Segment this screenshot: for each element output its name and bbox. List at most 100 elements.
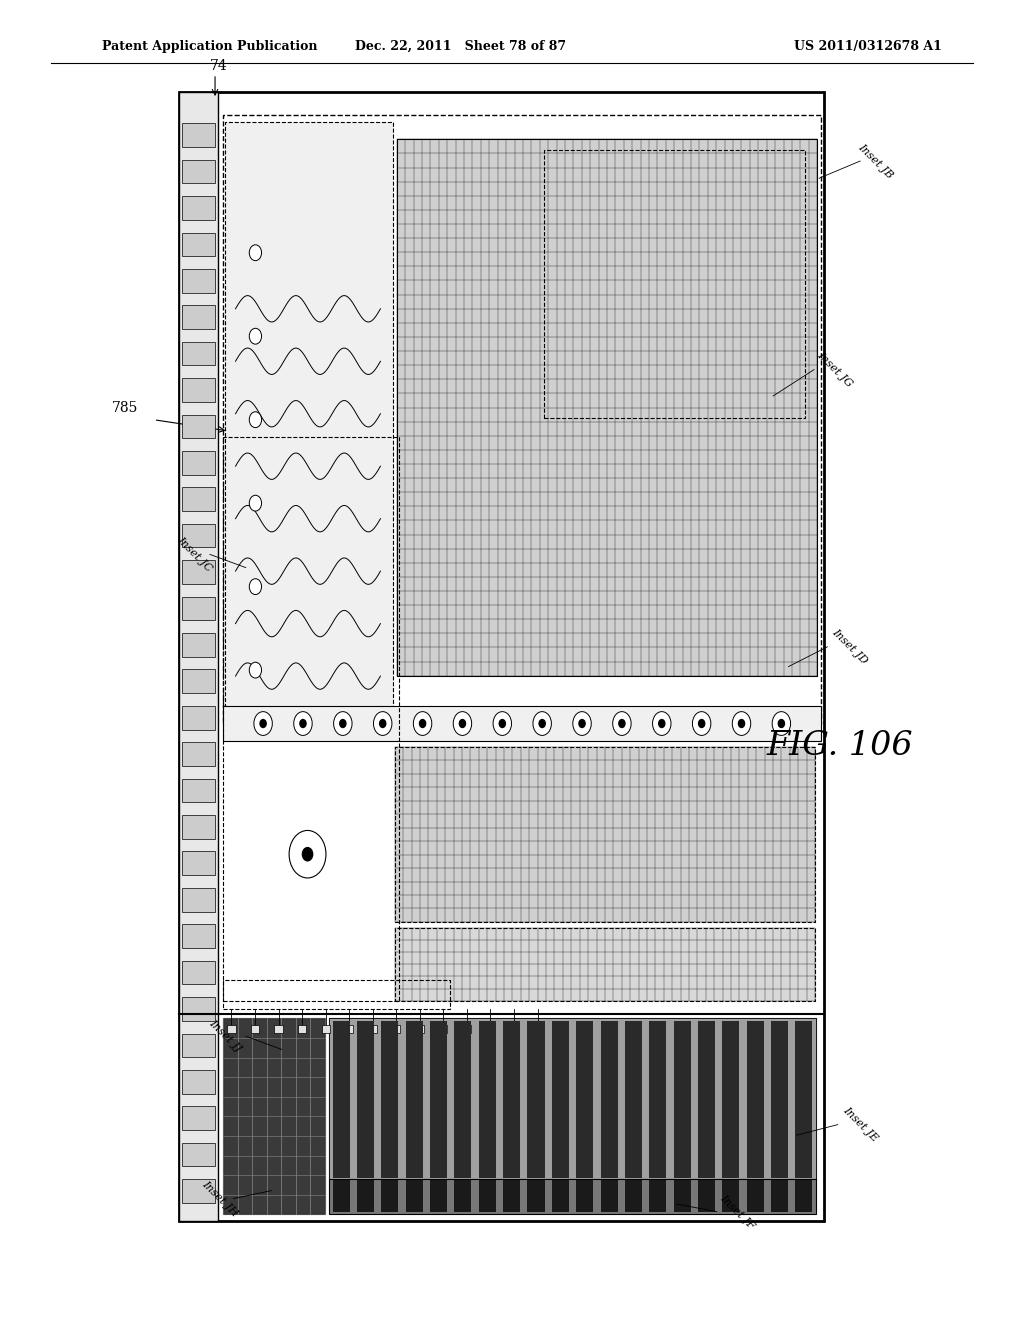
Bar [698, 1022, 715, 1177]
Bar [698, 1022, 715, 1212]
Circle shape [249, 244, 261, 260]
Bar [746, 1022, 764, 1177]
Bar [439, 1024, 447, 1032]
Text: US 2011/0312678 A1: US 2011/0312678 A1 [795, 40, 942, 53]
Bar [182, 524, 215, 548]
Bar [722, 1022, 739, 1177]
Circle shape [340, 719, 346, 727]
Text: FIG. 106: FIG. 106 [766, 730, 913, 762]
Bar [182, 1071, 215, 1093]
Circle shape [302, 847, 312, 861]
Circle shape [692, 711, 711, 735]
Bar [182, 924, 215, 948]
Bar [552, 1022, 569, 1177]
Bar [182, 197, 215, 220]
Circle shape [612, 711, 631, 735]
Text: Patent Application Publication: Patent Application Publication [102, 40, 317, 53]
Text: Inset JE: Inset JE [841, 1105, 880, 1144]
Bar [674, 1022, 691, 1177]
Bar [479, 1022, 496, 1177]
Circle shape [618, 719, 625, 727]
Bar [534, 1024, 542, 1032]
Circle shape [532, 711, 551, 735]
Circle shape [249, 412, 261, 428]
Bar [251, 1024, 259, 1032]
Bar [479, 1022, 496, 1212]
Bar [225, 121, 393, 718]
Circle shape [374, 711, 392, 735]
Bar [503, 1022, 520, 1212]
Circle shape [778, 719, 784, 727]
Bar [625, 1022, 642, 1212]
Circle shape [380, 719, 386, 727]
Circle shape [249, 578, 261, 594]
Circle shape [289, 830, 326, 878]
Bar [746, 1022, 764, 1212]
Bar [227, 1024, 236, 1032]
Bar [182, 888, 215, 912]
Bar [395, 747, 815, 921]
Text: 74: 74 [210, 58, 227, 73]
Bar [796, 1022, 812, 1177]
Bar [223, 1019, 325, 1214]
Bar [406, 1022, 423, 1212]
Bar [430, 1022, 447, 1212]
Bar [600, 1022, 617, 1212]
Bar [298, 1024, 306, 1032]
Bar [182, 342, 215, 366]
Bar [322, 1024, 330, 1032]
Text: Inset JC: Inset JC [175, 535, 214, 574]
Bar [796, 1022, 812, 1212]
Bar [486, 1024, 495, 1032]
Bar [503, 1022, 520, 1177]
Bar [182, 961, 215, 985]
Circle shape [572, 711, 591, 735]
Circle shape [260, 719, 266, 727]
Text: Inset JG: Inset JG [815, 350, 854, 389]
Bar [369, 1024, 377, 1032]
Circle shape [732, 711, 751, 735]
Bar [182, 1106, 215, 1130]
Circle shape [579, 719, 585, 727]
Bar [182, 123, 215, 147]
Circle shape [294, 711, 312, 735]
Bar [397, 140, 817, 676]
Bar [223, 979, 451, 1008]
Bar [182, 742, 215, 766]
Bar [510, 1024, 518, 1032]
Bar [182, 997, 215, 1020]
Bar [345, 1024, 353, 1032]
Bar [430, 1022, 447, 1177]
Bar [182, 232, 215, 256]
Bar [182, 1179, 215, 1203]
Bar [329, 1019, 816, 1214]
Bar [416, 1024, 424, 1032]
Bar [182, 160, 215, 183]
Bar [182, 597, 215, 620]
Bar [577, 1022, 593, 1212]
Bar [182, 814, 215, 838]
Bar [771, 1022, 788, 1212]
Circle shape [420, 719, 426, 727]
Circle shape [494, 711, 512, 735]
Bar [455, 1022, 471, 1212]
Text: Inset JF: Inset JF [718, 1193, 757, 1230]
Text: Inset JH: Inset JH [201, 1179, 240, 1218]
Bar [329, 1019, 816, 1179]
Bar [182, 634, 215, 657]
Bar [182, 451, 215, 475]
Bar [182, 414, 215, 438]
Bar [527, 1022, 545, 1177]
Text: 785: 785 [112, 401, 138, 416]
Circle shape [460, 719, 466, 727]
Bar [381, 1022, 398, 1177]
Circle shape [658, 719, 665, 727]
Bar [649, 1022, 667, 1212]
Bar [223, 437, 399, 1001]
Bar [357, 1022, 374, 1212]
Circle shape [254, 711, 272, 735]
Bar [625, 1022, 642, 1177]
Circle shape [698, 719, 705, 727]
Circle shape [300, 719, 306, 727]
Bar [771, 1022, 788, 1177]
